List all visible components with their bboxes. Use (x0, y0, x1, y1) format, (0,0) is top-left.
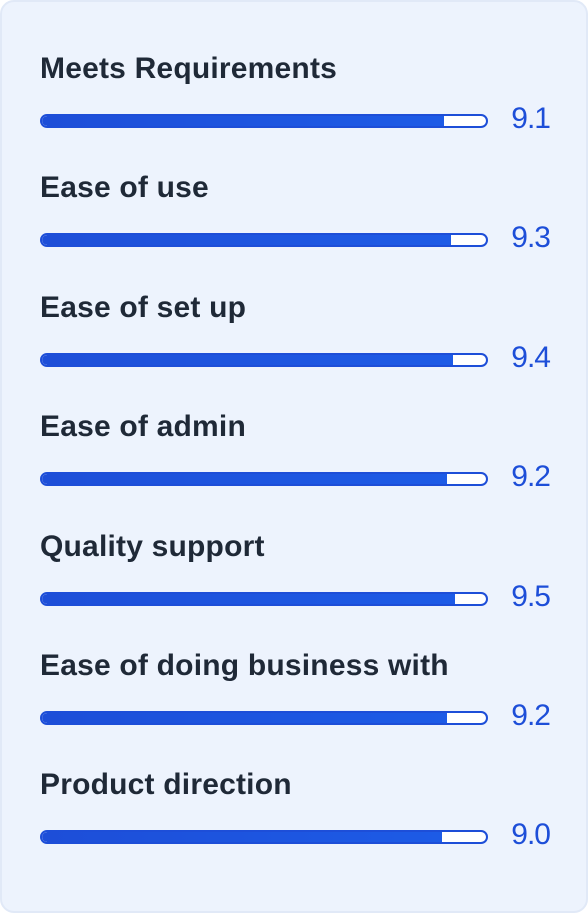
metric-score: 9.2 (511, 699, 551, 732)
metric-ease-of-doing-business: Ease of doing business with 9.2 (40, 649, 560, 769)
metric-ease-of-admin: Ease of admin 9.2 (40, 410, 560, 530)
metric-ease-of-use: Ease of use 9.3 (40, 171, 560, 291)
score-bar (40, 233, 488, 247)
metric-ease-of-set-up: Ease of set up 9.4 (40, 291, 560, 411)
score-bar-fill (42, 116, 444, 126)
score-bar (40, 711, 488, 725)
score-bar (40, 114, 488, 128)
metric-score: 9.2 (511, 460, 551, 493)
score-bar-fill (42, 594, 455, 604)
metric-meets-requirements: Meets Requirements 9.1 (40, 52, 560, 172)
score-bar-fill (42, 355, 454, 365)
metric-score: 9.1 (511, 102, 551, 135)
metric-label: Ease of doing business with (40, 649, 449, 682)
score-bar-fill (42, 474, 448, 484)
metric-score: 9.4 (511, 341, 551, 374)
score-bar-fill (42, 832, 443, 842)
metric-score: 9.0 (511, 818, 551, 851)
metric-label: Ease of admin (40, 410, 246, 443)
score-bar-fill (42, 235, 452, 245)
score-bar (40, 472, 488, 486)
metric-score: 9.3 (511, 221, 551, 254)
metric-label: Ease of use (40, 171, 209, 204)
score-bar (40, 830, 488, 844)
metric-quality-support: Quality support 9.5 (40, 530, 560, 650)
metric-label: Quality support (40, 530, 265, 563)
metric-label: Ease of set up (40, 291, 247, 324)
score-bar (40, 353, 488, 367)
score-bar-fill (42, 713, 448, 723)
metric-label: Meets Requirements (40, 52, 338, 85)
score-bar (40, 592, 488, 606)
metric-label: Product direction (40, 768, 292, 801)
metric-product-direction: Product direction 9.0 (40, 768, 560, 888)
metric-score: 9.5 (511, 580, 551, 613)
